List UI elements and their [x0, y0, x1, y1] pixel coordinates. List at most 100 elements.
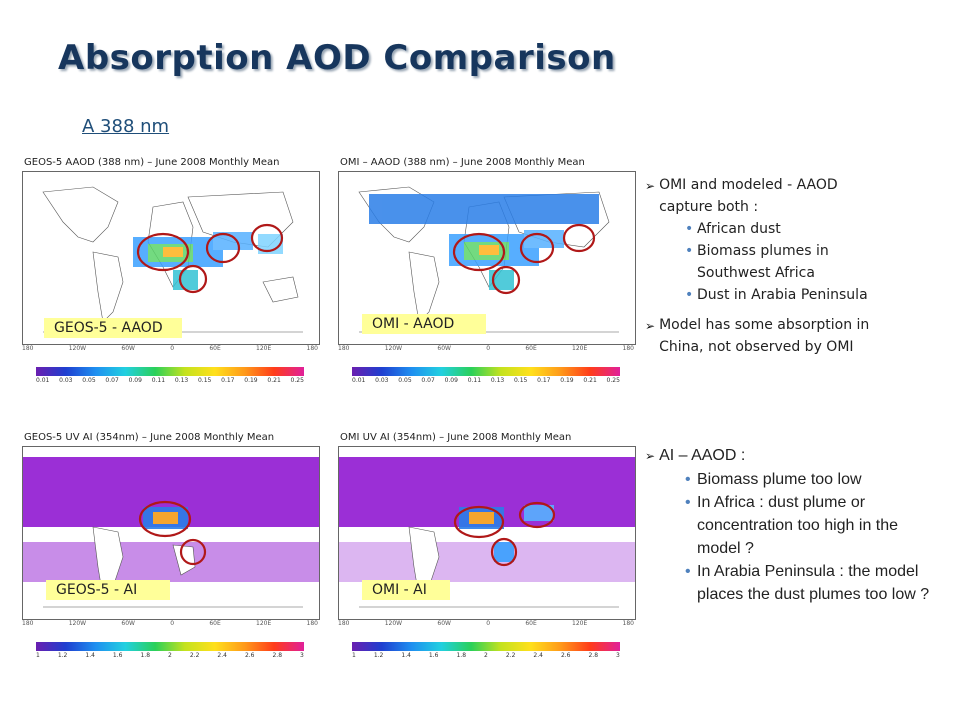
tick: 1.4 [85, 652, 95, 659]
lon-tick: 120E [572, 620, 588, 627]
panel-title: GEOS-5 UV AI (354nm) – June 2008 Monthly… [24, 432, 275, 443]
tick: 1.2 [373, 652, 384, 659]
color-bar-ticks: 1 1.2 1.4 1.6 1.8 2 2.2 2.4 2.6 2.8 3 [36, 652, 304, 659]
map-panel-omi-ai: OMI UV AI (354nm) – June 2008 Monthly Me… [330, 430, 642, 660]
tick: 2.2 [189, 652, 200, 659]
tick: 0.17 [221, 377, 235, 384]
tick: 0.09 [128, 377, 142, 384]
sub-bullet: Dust in Arabia Peninsula [685, 284, 895, 306]
arrow-bullet-icon: ➢ [645, 179, 656, 193]
slide-title: Absorption AOD Comparison [58, 38, 616, 78]
color-bar-ticks: 1 1.2 1.4 1.6 1.8 2 2.2 2.4 2.6 2.8 3 [352, 652, 620, 659]
tick: 2.2 [505, 652, 516, 659]
lon-tick: 180 [22, 345, 34, 352]
tick: 2.8 [588, 652, 599, 659]
tick: 0.15 [197, 377, 212, 384]
map-panel-geos5-aaod: GEOS-5 AAOD (388 nm) – June 2008 Monthly… [14, 155, 326, 385]
map-area [22, 171, 320, 345]
lon-tick: 180 [22, 620, 34, 627]
lon-tick: 180 [622, 620, 634, 627]
tick: 0.11 [467, 377, 482, 384]
tick: 0.19 [244, 377, 258, 384]
tick: 2.6 [244, 652, 255, 659]
lon-tick: 120W [384, 345, 403, 352]
lon-tick: 180 [306, 345, 318, 352]
lon-tick: 120E [256, 620, 272, 627]
lon-axis: 180 120W 60W 0 60E 120E 180 [338, 620, 634, 627]
bullet-point: ➢ AI – AAOD : [645, 444, 945, 468]
tick: 1.6 [428, 652, 439, 659]
tick: 1.6 [112, 652, 123, 659]
lon-tick: 0 [486, 345, 491, 352]
tick: 0.01 [352, 377, 366, 384]
panel-title: OMI UV AI (354nm) – June 2008 Monthly Me… [340, 432, 572, 443]
lon-axis: 180 120W 60W 0 60E 120E 180 [22, 345, 318, 352]
map-panel-geos5-ai: GEOS-5 UV AI (354nm) – June 2008 Monthly… [14, 430, 326, 660]
lon-tick: 0 [486, 620, 491, 627]
tick: 1 [36, 652, 40, 659]
tick: 1.4 [401, 652, 411, 659]
tick: 0.13 [174, 377, 189, 384]
slide-subtitle: A 388 nm [82, 116, 170, 137]
tick: 2.4 [217, 652, 227, 659]
lon-tick: 180 [622, 345, 634, 352]
panel-title: OMI – AAOD (388 nm) – June 2008 Monthly … [340, 157, 585, 168]
bullet-text: OMI and modeled - AAOD capture both : [659, 177, 838, 215]
tick: 0.25 [606, 377, 620, 384]
color-bar [352, 642, 620, 651]
tick: 3 [616, 652, 620, 659]
sub-bullet: Biomass plume too low [685, 468, 945, 491]
lon-tick: 60E [209, 345, 221, 352]
lon-tick: 0 [170, 345, 175, 352]
tick: 0.25 [290, 377, 304, 384]
bullet-text: Model has some absorption in China, not … [659, 317, 870, 355]
lon-tick: 60E [525, 620, 537, 627]
lon-tick: 120W [68, 620, 87, 627]
tick: 0.11 [151, 377, 166, 384]
sub-bullet: In Arabia Peninsula : the model places t… [685, 560, 945, 606]
tick: 0.03 [375, 377, 389, 384]
tick: 3 [300, 652, 304, 659]
tick: 0.05 [82, 377, 96, 384]
tick: 0.17 [537, 377, 551, 384]
lon-tick: 180 [306, 620, 318, 627]
sub-bullet: In Africa : dust plume or concentration … [685, 491, 945, 560]
lon-tick: 60E [209, 620, 221, 627]
map-area [338, 171, 636, 345]
tick: 1.8 [140, 652, 151, 659]
arrow-bullet-icon: ➢ [645, 449, 656, 463]
panel-label-omi-ai: OMI - AI [362, 580, 450, 600]
tick: 0.21 [267, 377, 281, 384]
lon-tick: 60W [121, 345, 135, 352]
tick: 1 [352, 652, 356, 659]
tick: 1.8 [456, 652, 467, 659]
map-panel-omi-aaod: OMI – AAOD (388 nm) – June 2008 Monthly … [330, 155, 642, 385]
lon-tick: 60W [437, 620, 451, 627]
sub-bullet: Biomass plumes in Southwest Africa [685, 240, 895, 284]
panel-label-geos5-aaod: GEOS-5 - AAOD [44, 318, 182, 338]
color-bar-ticks: 0.01 0.03 0.05 0.07 0.09 0.11 0.13 0.15 0.17 0.19… [352, 377, 620, 384]
lon-axis: 180 120W 60W 0 60E 120E 180 [22, 620, 318, 627]
lon-tick: 120W [68, 345, 87, 352]
tick: 0.03 [59, 377, 73, 384]
lon-tick: 120E [572, 345, 588, 352]
tick: 0.15 [513, 377, 528, 384]
color-bar-ticks: 0.01 0.03 0.05 0.07 0.09 0.11 0.13 0.15 0.17 0.19… [36, 377, 304, 384]
panel-label-omi-aaod: OMI - AAOD [362, 314, 486, 334]
tick: 0.19 [560, 377, 574, 384]
lon-tick: 60W [437, 345, 451, 352]
lon-tick: 180 [338, 620, 350, 627]
lon-tick: 0 [170, 620, 175, 627]
lon-tick: 180 [338, 345, 350, 352]
tick: 0.05 [398, 377, 412, 384]
lon-tick: 60W [121, 620, 135, 627]
lon-tick: 60E [525, 345, 537, 352]
tick: 0.21 [583, 377, 597, 384]
notes-aaod: ➢ OMI and modeled - AAOD capture both : … [645, 174, 895, 358]
lon-tick: 120W [384, 620, 403, 627]
color-bar [36, 367, 304, 376]
tick: 0.07 [105, 377, 119, 384]
notes-ai: ➢ AI – AAOD : Biomass plume too low In A… [645, 444, 945, 606]
tick: 2 [168, 652, 172, 659]
tick: 0.01 [36, 377, 50, 384]
